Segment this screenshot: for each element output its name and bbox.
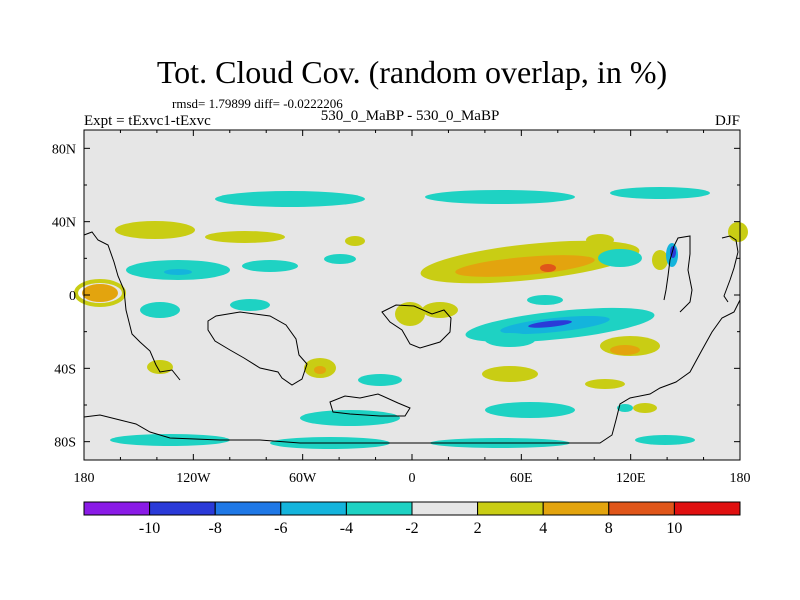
colorbar-label: 8 [605,520,613,537]
colorbar-swatch [477,501,544,516]
map-background [84,130,740,460]
coast-east-asia [663,235,693,313]
colorbar-swatch [280,501,347,516]
blob-natl-pos [205,231,285,243]
blob-pac-pos [115,221,195,239]
colorbar-swatch [542,501,610,516]
x-axis: 180 120W 60W 0 60E 120E 180 [74,130,751,486]
x-tick-label: 60E [510,471,533,486]
coast-antarctica [83,299,741,444]
y-tick-label: 0 [69,289,76,304]
blob-eq-east-pac [82,284,118,302]
blob-so-neg2 [300,410,400,426]
colorbar-swatch [214,501,282,516]
blob-s-am-core [314,366,326,374]
blob-s-atl-neg [358,374,402,386]
blob-so-neg3 [617,404,633,412]
y-tick-label: 80N [52,142,76,157]
blob-indian-neg-core [528,320,572,328]
blob-ausnw-core [610,345,640,355]
blob-se-pac-neg [140,302,180,318]
blob-asia-pos-mid [455,255,595,277]
blob-asia-pos-core [540,264,556,272]
blob-s-aus-pos [585,379,625,389]
blob-trop-pac-core [164,269,192,275]
colorbar-swatch [673,501,741,516]
y-tick-label: 80S [54,436,76,451]
coastlines [83,231,741,444]
blob-ant-neg4 [635,435,695,445]
blob-small-pos1 [345,236,365,246]
coast-antarctic-peninsula [329,393,411,417]
blob-jp-pos [652,250,668,270]
blob-eq-africa [422,302,458,318]
y-axis: 80N 40N 0 40S 80S [52,142,740,451]
coast-japan [721,235,739,303]
experiment-label: Expt = tExvc1-tExvc [84,113,211,129]
colorbar-label: 4 [539,520,547,537]
coast-south-america [207,311,308,386]
x-tick-label: 120W [176,471,211,486]
blob-edge-pos [728,222,748,242]
colorbar-swatch [411,501,479,516]
colorbar-label: -8 [209,520,222,537]
x-tick-label: 0 [409,471,416,486]
colorbar-label: -10 [139,520,160,537]
colorbar-label: -2 [405,520,418,537]
x-tick-label: 180 [730,471,751,486]
colorbar: -10 -8 -6 -4 -2 2 4 8 10 [83,501,741,537]
colorbar-label: -4 [340,520,353,537]
blob-trop-pac-neg2 [242,260,298,272]
x-tick-label: 60W [289,471,317,486]
colorbar-swatch [149,501,216,516]
blob-wpac-neg [598,249,642,267]
colorbar-label: 10 [666,520,682,537]
blob-so-pos [633,403,657,413]
colorbar-label: -6 [274,520,287,537]
coast-africa [381,304,452,349]
chart-title: Tot. Cloud Cov. (random overlap, in %) [157,54,667,90]
blob-n-asia [425,190,575,204]
blob-indian-neg3 [527,295,563,305]
blob-n-atl [215,191,365,207]
season-label: DJF [715,113,740,129]
colorbar-swatch [83,501,151,516]
x-tick-label: 120E [616,471,646,486]
y-tick-label: 40N [52,216,76,231]
period-label: 530_0_MaBP - 530_0_MaBP [321,108,500,124]
coast-americas [83,231,181,381]
blob-trop-atl-neg [324,254,356,264]
blob-wpac-pos [586,234,614,246]
blob-se-pac-neg2 [230,299,270,311]
blob-so-neg [485,402,575,418]
colorbar-swatch [345,501,413,516]
stats-label: rmsd= 1.79899 diff= -0.0222206 [172,96,343,111]
anomaly-blobs [74,187,748,449]
colorbar-swatch [608,501,675,516]
blob-ant-neg1 [110,434,230,446]
blob-n-pac [610,187,710,199]
map-panel: 180 120W 60W 0 60E 120E 180 80N 40N 0 40S 80S [52,129,751,486]
blob-s-ind-pos [482,366,538,382]
y-tick-label: 40S [54,362,76,377]
colorbar-label: 2 [474,520,482,537]
x-tick-label: 180 [74,471,95,486]
blob-indian-neg2 [485,333,535,347]
